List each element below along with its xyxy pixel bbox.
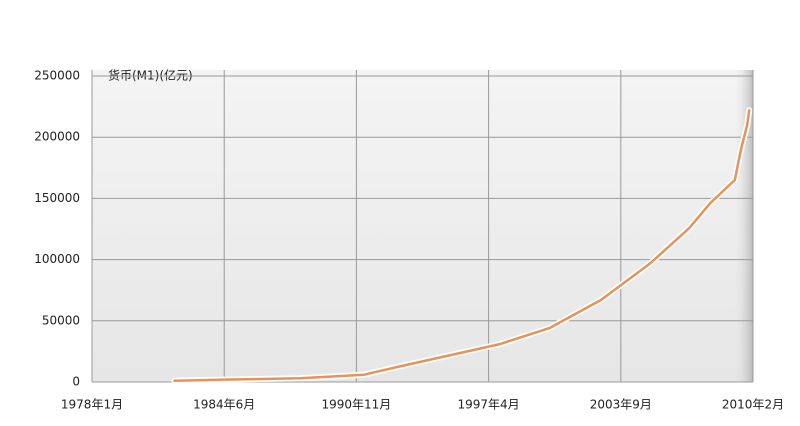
x-tick-label: 1990年11月 — [321, 398, 391, 412]
plot-area — [92, 70, 753, 382]
y-tick-label: 100000 — [34, 252, 80, 266]
y-tick-label: 150000 — [34, 191, 80, 205]
y-tick-label: 250000 — [34, 69, 80, 83]
line — [173, 109, 751, 383]
y-tick-label: 200000 — [34, 130, 80, 144]
x-tick-label: 2010年2月 — [722, 398, 784, 412]
y-tick-label: 50000 — [42, 313, 80, 327]
y-axis-label: 货币(M1)(亿元) — [108, 68, 193, 83]
x-tick-label: 1997年4月 — [458, 398, 520, 412]
x-tick-label: 1984年6月 — [193, 398, 255, 412]
x-tick-label: 1978年1月 — [61, 398, 123, 412]
y-tick-label: 0 — [72, 375, 80, 389]
x-tick-label: 2003年9月 — [590, 398, 652, 412]
